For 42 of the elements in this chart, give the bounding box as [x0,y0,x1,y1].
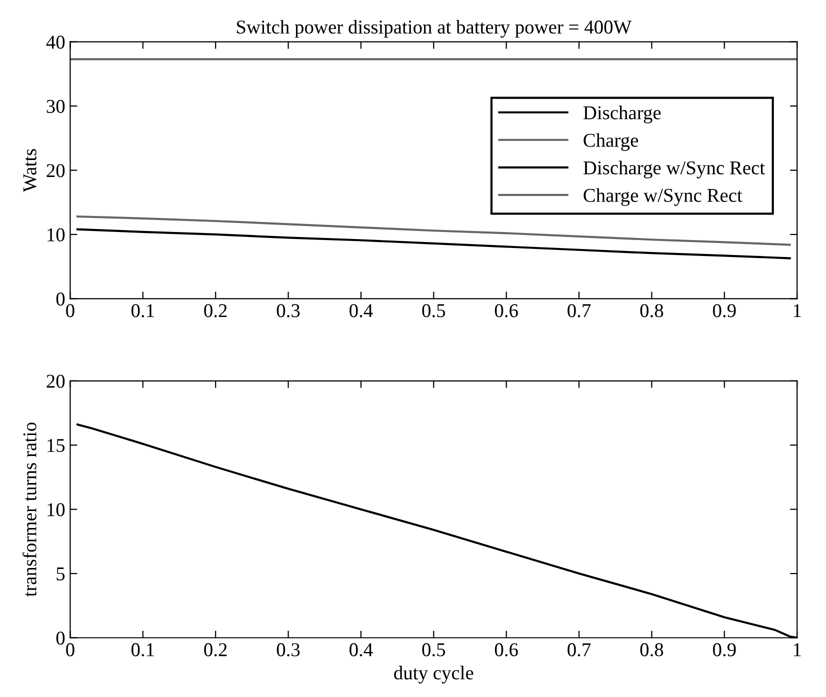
x-tick-label: 0.3 [276,304,300,318]
y-tick-label: 30 [46,100,65,113]
y-tick-label: 0 [56,632,65,645]
legend-label: Charge w/Sync Rect [584,188,742,206]
y-tick-label: 0 [56,292,65,306]
y-axis-title: transformer turns ratio [22,422,36,597]
x-tick-label: 0.4 [350,304,373,318]
y-tick-label: 40 [46,36,65,49]
x-tick-label: 0.5 [422,643,446,656]
x-tick-label: 0.9 [712,304,736,318]
y-tick-label: 20 [46,164,65,178]
legend-label: Charge [584,133,638,151]
x-tick-label: 1 [794,643,801,656]
x-tick-label: 0 [66,304,74,318]
x-tick-label: 0.3 [276,643,300,656]
x-tick-label: 1 [794,304,801,318]
x-tick-label: 0.8 [640,304,664,318]
y-tick-label: 10 [48,228,65,242]
y-tick-label: 10 [48,503,65,516]
x-tick-label: 0 [66,643,74,656]
x-tick-label: 0.7 [568,643,591,656]
x-tick-label: 0.1 [131,643,154,656]
y-axis-title: Watts [23,149,37,192]
chart-title: Switch power dissipation at battery power = 400W [236,20,632,38]
line-series [76,215,791,246]
y-tick-label: 15 [48,439,65,452]
line-series [76,228,791,260]
x-tick-label: 0.4 [350,643,373,656]
x-tick-label: 0.6 [494,643,518,656]
x-tick-label: 0.2 [204,643,227,656]
x-tick-label: 0.7 [568,304,591,318]
x-tick-label: 0.8 [640,643,664,656]
x-tick-label: 0.2 [204,304,227,318]
x-axis-title: duty cycle [394,666,474,684]
legend-label: Discharge w/Sync Rect [583,160,765,178]
x-tick-label: 0.1 [131,304,154,318]
y-tick-label: 5 [56,568,65,580]
y-tick-label: 20 [46,374,65,388]
x-tick-label: 0.6 [494,304,518,318]
x-tick-label: 0.9 [712,643,736,656]
x-tick-label: 0.5 [422,304,446,318]
legend-label: Discharge [583,106,661,124]
